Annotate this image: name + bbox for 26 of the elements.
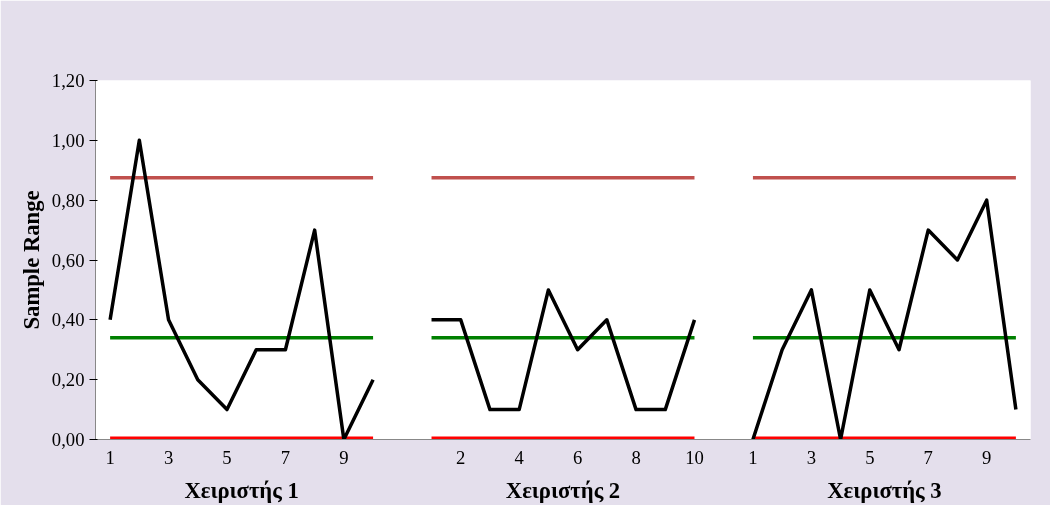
x-tick-label: 5 (865, 446, 875, 468)
x-tick-label: 6 (572, 446, 583, 468)
y-tick-label: 0,60 (51, 249, 85, 271)
x-tick-label: 4 (514, 446, 525, 468)
y-tick-label: 1,00 (51, 129, 85, 151)
y-tick-label: 0,00 (51, 429, 85, 450)
x-tick-label: 7 (923, 446, 933, 468)
text: Χειριστής 1 (184, 477, 299, 503)
x-tick-label: 1 (748, 446, 758, 468)
x-tick-label: 10 (685, 446, 704, 468)
x-tick-label: 2 (456, 446, 466, 468)
x-tick-label: 7 (280, 446, 291, 468)
y-tick-label: 0,20 (51, 369, 85, 391)
y-tick-label: 1,20 (51, 70, 85, 91)
x-tick-label: 3 (806, 446, 817, 468)
x-tick-label: 8 (631, 446, 641, 468)
text: Χειριστής 3 (827, 477, 942, 503)
y-tick-label: 0,80 (51, 189, 85, 211)
x-tick-label: 1 (105, 446, 115, 468)
x-tick-label: 9 (982, 446, 992, 468)
x-tick-label: 3 (163, 446, 174, 468)
y-axis-title: Sample Range (18, 190, 44, 330)
text: Χειριστής 2 (505, 477, 621, 503)
x-tick-label: 5 (222, 446, 232, 468)
y-tick-label: 0,40 (51, 309, 85, 331)
x-tick-label: 9 (339, 446, 349, 468)
